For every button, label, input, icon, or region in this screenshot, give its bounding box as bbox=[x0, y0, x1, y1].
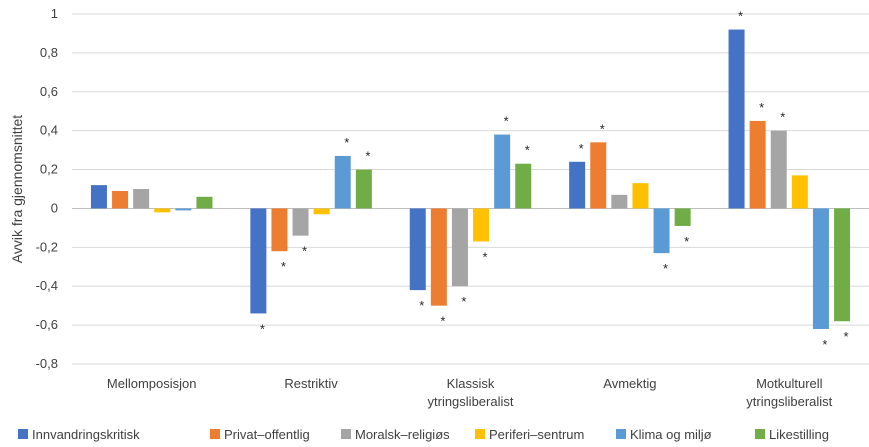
bar bbox=[590, 142, 607, 209]
significance-markers: * * * * * * * * * * * * * * * * * * * * bbox=[260, 9, 849, 352]
bar bbox=[430, 208, 447, 306]
bar bbox=[812, 208, 829, 329]
category-label: ytringsliberalist bbox=[428, 394, 514, 409]
gridlines bbox=[72, 13, 869, 365]
legend-swatch bbox=[616, 429, 626, 439]
significance-star: * bbox=[461, 294, 466, 309]
bar bbox=[749, 120, 766, 209]
category-label: Klassisk bbox=[447, 376, 495, 391]
significance-star: * bbox=[759, 100, 764, 115]
legend-label: Klima og miljø bbox=[630, 427, 712, 442]
y-tick-label: 0,8 bbox=[40, 45, 58, 60]
significance-star: * bbox=[440, 314, 445, 329]
bar bbox=[355, 169, 372, 209]
bar bbox=[494, 134, 511, 209]
bar bbox=[112, 190, 129, 209]
significance-star: * bbox=[281, 259, 286, 274]
legend-swatch bbox=[210, 429, 220, 439]
legend-swatch bbox=[475, 429, 485, 439]
significance-star: * bbox=[600, 121, 605, 136]
significance-star: * bbox=[483, 250, 488, 265]
category-label: Mellomposisjon bbox=[107, 376, 197, 391]
bar bbox=[90, 185, 107, 209]
legend-swatch bbox=[755, 429, 765, 439]
bar bbox=[473, 208, 490, 242]
bar bbox=[133, 189, 150, 209]
bars bbox=[90, 29, 851, 329]
significance-star: * bbox=[344, 135, 349, 150]
category-label: Motkulturell bbox=[756, 376, 823, 391]
bar bbox=[653, 208, 670, 254]
bar bbox=[728, 29, 745, 209]
y-tick-labels: 1 0,8 0,6 0,4 0,2 0 -0,2 -0,4 -0,6 -0,8 bbox=[36, 6, 58, 371]
bar bbox=[451, 208, 468, 287]
significance-star: * bbox=[365, 149, 370, 164]
significance-star: * bbox=[684, 234, 689, 249]
y-tick-label: 0,2 bbox=[40, 162, 58, 177]
bar bbox=[313, 208, 330, 215]
significance-star: * bbox=[504, 114, 509, 129]
bar bbox=[250, 208, 267, 314]
significance-star: * bbox=[419, 298, 424, 313]
bar bbox=[770, 130, 787, 209]
y-tick-label: -0,8 bbox=[36, 356, 58, 371]
significance-star: * bbox=[525, 143, 530, 158]
legend-label: Privat–offentlig bbox=[224, 427, 310, 442]
y-tick-label: 0 bbox=[51, 200, 58, 215]
bar bbox=[791, 175, 808, 209]
bar bbox=[334, 155, 351, 209]
significance-star: * bbox=[738, 9, 743, 24]
bar bbox=[271, 208, 288, 252]
legend-label: Likestilling bbox=[769, 427, 829, 442]
category-label: ytringsliberalist bbox=[746, 394, 832, 409]
bar bbox=[674, 208, 691, 226]
significance-star: * bbox=[844, 329, 849, 344]
y-tick-label: 1 bbox=[51, 6, 58, 21]
bar bbox=[834, 208, 851, 322]
y-tick-label: 0,4 bbox=[40, 123, 58, 138]
legend-label: Moralsk–religiøs bbox=[355, 427, 450, 442]
category-label: Avmektig bbox=[603, 376, 656, 391]
legend-label: Periferi–sentrum bbox=[489, 427, 584, 442]
bar bbox=[569, 161, 586, 209]
bar bbox=[515, 163, 532, 209]
y-tick-label: -0,4 bbox=[36, 278, 58, 293]
y-axis-label: Avvik fra gjennomsnittet bbox=[9, 115, 25, 263]
legend-label: Innvandringskritisk bbox=[32, 427, 140, 442]
bar bbox=[292, 208, 309, 236]
bar bbox=[611, 194, 628, 209]
y-tick-label: -0,6 bbox=[36, 317, 58, 332]
y-tick-label: 0,6 bbox=[40, 84, 58, 99]
significance-star: * bbox=[579, 141, 584, 156]
bar bbox=[196, 196, 213, 209]
category-labels: Mellomposisjon Restriktiv Klassisk ytringsl… bbox=[107, 376, 833, 409]
significance-star: * bbox=[260, 321, 265, 336]
legend: Innvandringskritisk Privat–offentlig Moral… bbox=[18, 427, 829, 442]
bar bbox=[632, 183, 649, 209]
significance-star: * bbox=[302, 244, 307, 259]
legend-swatch bbox=[18, 429, 28, 439]
bar bbox=[175, 208, 192, 211]
significance-star: * bbox=[780, 110, 785, 125]
bar bbox=[154, 208, 171, 213]
significance-star: * bbox=[663, 261, 668, 276]
y-tick-label: -0,2 bbox=[36, 239, 58, 254]
category-label: Restriktiv bbox=[284, 376, 338, 391]
bar bbox=[409, 208, 426, 291]
significance-star: * bbox=[822, 337, 827, 352]
legend-swatch bbox=[341, 429, 351, 439]
